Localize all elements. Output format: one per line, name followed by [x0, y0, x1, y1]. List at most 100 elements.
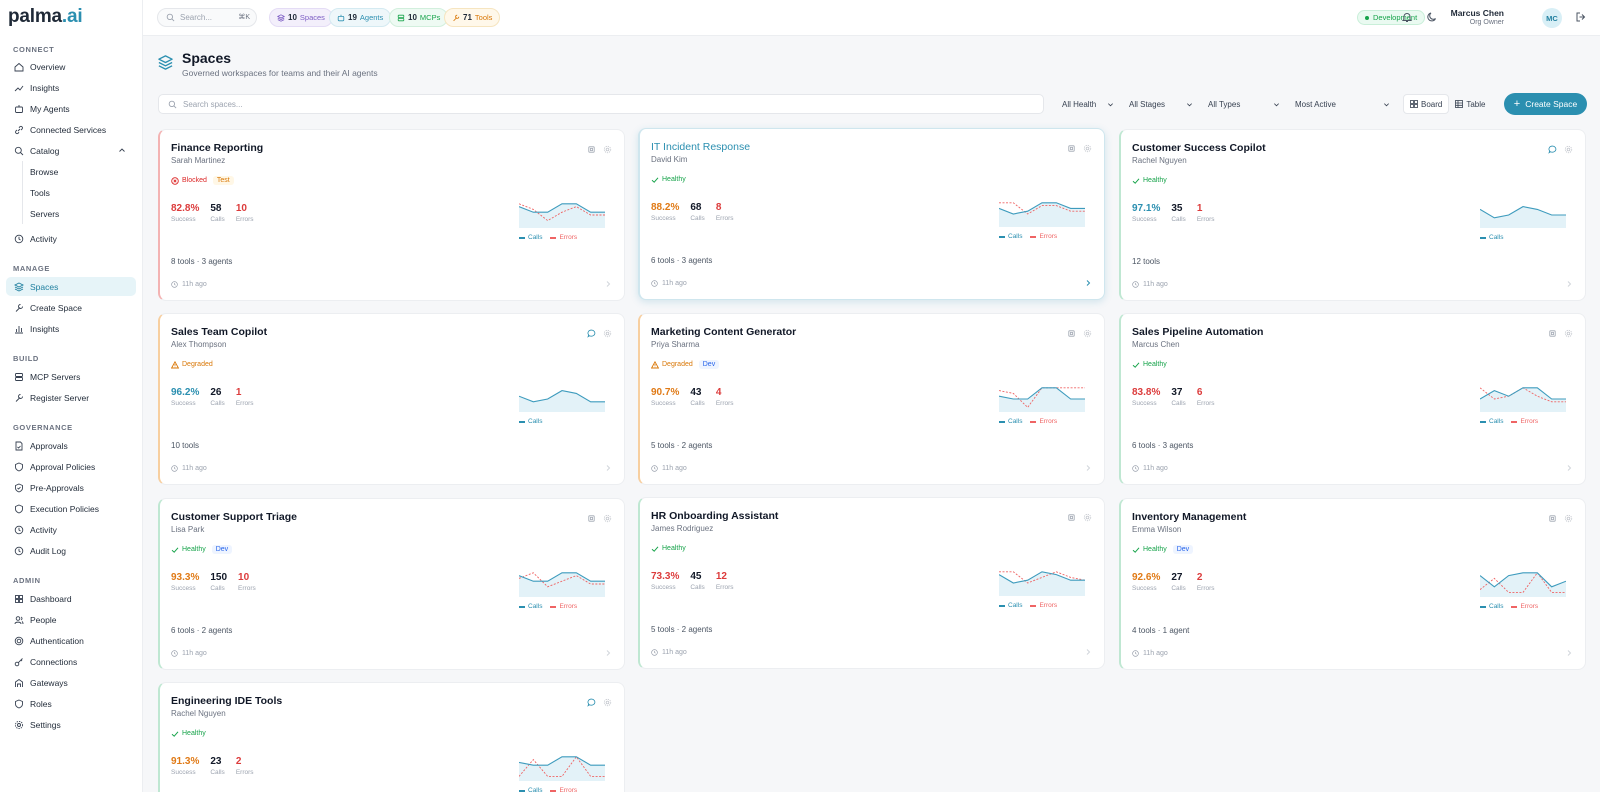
sidebar-item-spaces[interactable]: Spaces [6, 277, 136, 296]
chevron-right-icon[interactable] [604, 649, 612, 657]
sidebar-item-approval-policies[interactable]: Approval Policies [6, 457, 136, 476]
chevron-right-icon[interactable] [1084, 648, 1092, 656]
space-card[interactable]: IT Incident Response David Kim Healthy 8… [638, 128, 1105, 300]
board-view-button[interactable]: Board [1403, 94, 1450, 114]
space-card[interactable]: Marketing Content Generator Priya Sharma… [638, 313, 1105, 485]
cpu-icon[interactable] [1067, 329, 1076, 338]
chevron-right-icon[interactable] [1084, 279, 1092, 287]
sidebar-item-governance-activity[interactable]: Activity [6, 520, 136, 539]
spaces-count-pill[interactable]: 10 Spaces [269, 8, 333, 27]
sidebar-item-approvals[interactable]: Approvals [6, 436, 136, 455]
tools-count-pill[interactable]: 71 Tools [444, 8, 501, 27]
sidebar-item-overview[interactable]: Overview [6, 57, 136, 76]
logo[interactable]: palma.ai [8, 6, 83, 28]
chat-icon[interactable] [1548, 145, 1557, 154]
chat-icon[interactable] [587, 329, 596, 338]
gear-icon[interactable] [1564, 329, 1573, 338]
user-name[interactable]: Marcus Chen [1450, 8, 1504, 18]
space-title[interactable]: Sales Pipeline Automation [1132, 326, 1264, 338]
spaces-search-input[interactable]: Search spaces... [158, 94, 1044, 114]
global-search-input[interactable]: Search... ⌘K [157, 8, 257, 27]
sidebar-item-activity[interactable]: Activity [6, 229, 136, 248]
chevron-right-icon[interactable] [604, 280, 612, 288]
space-card[interactable]: Inventory Management Emma Wilson Healthy… [1119, 498, 1586, 670]
avatar[interactable]: MC [1542, 8, 1562, 28]
stage-filter[interactable]: All Stages [1124, 94, 1196, 114]
gear-icon[interactable] [1564, 514, 1573, 523]
calls-line [519, 756, 605, 766]
space-title[interactable]: Marketing Content Generator [651, 326, 797, 338]
gear-icon[interactable] [1564, 145, 1573, 154]
chevron-right-icon[interactable] [1565, 649, 1573, 657]
section-connect: CONNECT [13, 45, 55, 54]
chat-icon[interactable] [587, 698, 596, 707]
sidebar-item-tools[interactable]: Tools [22, 182, 132, 203]
space-title[interactable]: Finance Reporting [171, 142, 264, 154]
chevron-right-icon[interactable] [604, 464, 612, 472]
logout-icon[interactable] [1575, 11, 1587, 23]
cpu-icon[interactable] [1067, 513, 1076, 522]
chevron-right-icon[interactable] [1084, 464, 1092, 472]
sidebar-item-register-server[interactable]: Register Server [6, 388, 136, 407]
sidebar-item-servers[interactable]: Servers [22, 203, 132, 224]
sidebar-item-pre-approvals[interactable]: Pre-Approvals [6, 478, 136, 497]
sidebar-item-connected-services[interactable]: Connected Services [6, 120, 136, 139]
sidebar-item-authentication[interactable]: Authentication [6, 631, 136, 650]
space-card[interactable]: Customer Success Copilot Rachel Nguyen H… [1119, 129, 1586, 301]
mcps-count-pill[interactable]: 10 MCPs [389, 8, 449, 27]
space-title[interactable]: HR Onboarding Assistant [651, 510, 779, 522]
cpu-icon[interactable] [587, 145, 596, 154]
sidebar-item-execution-policies[interactable]: Execution Policies [6, 499, 136, 518]
moon-icon[interactable] [1426, 11, 1438, 23]
space-card[interactable]: Engineering IDE Tools Rachel Nguyen Heal… [158, 682, 625, 792]
table-view-button[interactable]: Table [1449, 94, 1491, 114]
space-card[interactable]: Customer Support Triage Lisa Park Health… [158, 498, 625, 670]
agents-count-pill[interactable]: 19 Agents [329, 8, 392, 27]
sidebar-item-roles[interactable]: Roles [6, 694, 136, 713]
chevron-up-icon[interactable] [118, 146, 126, 154]
gear-icon[interactable] [603, 329, 612, 338]
bell-icon[interactable] [1401, 11, 1413, 23]
space-title[interactable]: Engineering IDE Tools [171, 695, 283, 707]
chevron-right-icon[interactable] [1565, 464, 1573, 472]
space-title[interactable]: IT Incident Response [651, 141, 751, 153]
sidebar-item-audit-log[interactable]: Audit Log [6, 541, 136, 560]
cpu-icon[interactable] [1067, 144, 1076, 153]
space-title[interactable]: Customer Success Copilot [1132, 142, 1266, 154]
chevron-right-icon[interactable] [1565, 280, 1573, 288]
type-filter[interactable]: All Types [1203, 94, 1283, 114]
gear-icon[interactable] [603, 514, 612, 523]
sidebar-item-connections[interactable]: Connections [6, 652, 136, 671]
cpu-icon[interactable] [1548, 329, 1557, 338]
errors-value: 10 [238, 572, 250, 583]
sidebar-item-settings[interactable]: Settings [6, 715, 136, 734]
gear-icon[interactable] [603, 145, 612, 154]
sidebar-item-browse[interactable]: Browse [22, 161, 132, 182]
environment-badge[interactable]: Development [1357, 10, 1426, 25]
space-card[interactable]: Sales Team Copilot Alex Thompson Degrade… [158, 313, 625, 485]
gear-icon[interactable] [603, 698, 612, 707]
sidebar-item-insights[interactable]: Insights [6, 78, 136, 97]
gear-icon[interactable] [1083, 329, 1092, 338]
space-title[interactable]: Customer Support Triage [171, 511, 298, 523]
sidebar-item-my-agents[interactable]: My Agents [6, 99, 136, 118]
sidebar-item-manage-insights[interactable]: Insights [6, 319, 136, 338]
sidebar-item-catalog[interactable]: Catalog [6, 141, 136, 160]
create-space-button[interactable]: + Create Space [1504, 93, 1587, 115]
health-filter[interactable]: All Health [1057, 94, 1117, 114]
sidebar-item-gateways[interactable]: Gateways [6, 673, 136, 692]
sidebar-item-create-space[interactable]: Create Space [6, 298, 136, 317]
gear-icon[interactable] [1083, 144, 1092, 153]
space-card[interactable]: Sales Pipeline Automation Marcus Chen He… [1119, 313, 1586, 485]
space-title[interactable]: Sales Team Copilot [171, 326, 268, 338]
space-card[interactable]: Finance Reporting Sarah Martinez Blocked… [158, 129, 625, 301]
gear-icon[interactable] [1083, 513, 1092, 522]
cpu-icon[interactable] [587, 514, 596, 523]
space-card[interactable]: HR Onboarding Assistant James Rodriguez … [638, 497, 1105, 669]
space-title[interactable]: Inventory Management [1132, 511, 1247, 523]
sort-select[interactable]: Most Active [1290, 94, 1393, 114]
sidebar-item-mcp-servers[interactable]: MCP Servers [6, 367, 136, 386]
sidebar-item-dashboard[interactable]: Dashboard [6, 589, 136, 608]
cpu-icon[interactable] [1548, 514, 1557, 523]
sidebar-item-people[interactable]: People [6, 610, 136, 629]
